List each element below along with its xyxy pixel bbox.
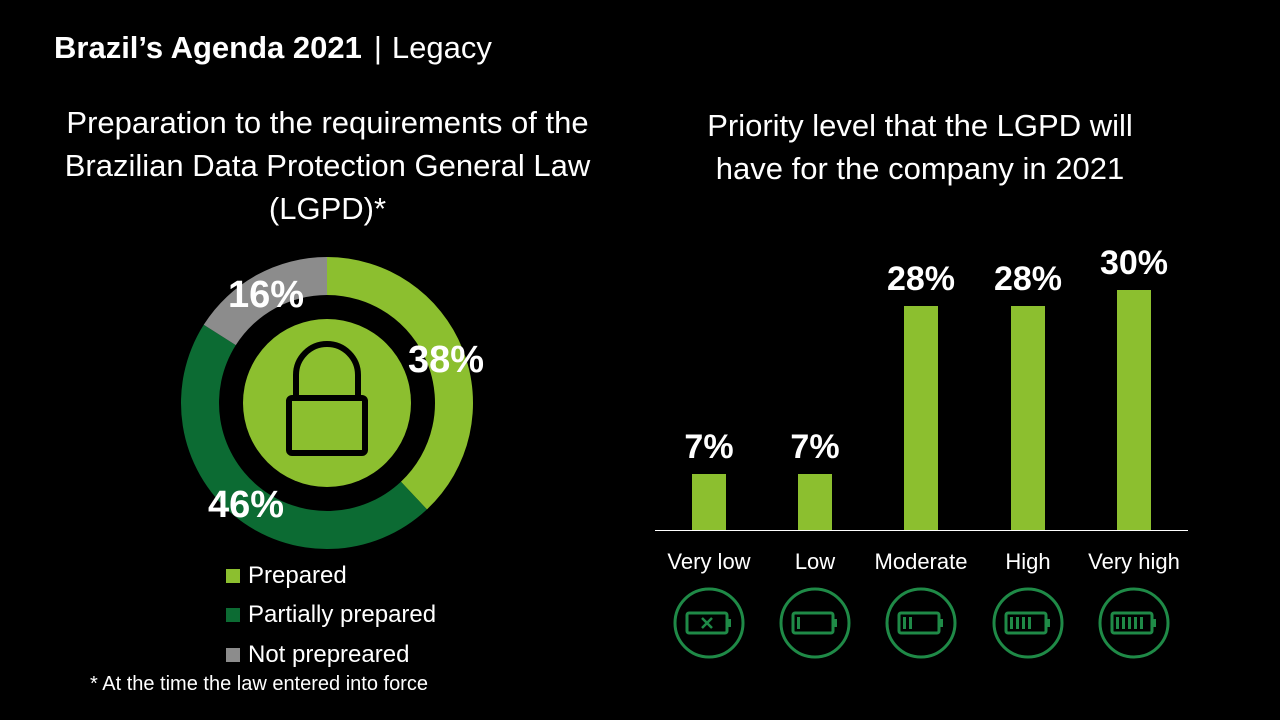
bar-category-label-moderate: Moderate bbox=[875, 549, 968, 574]
header-subtitle: Legacy bbox=[391, 30, 492, 65]
bar-category-label-very-low: Very low bbox=[667, 549, 750, 574]
battery-empty-icon bbox=[673, 587, 745, 659]
legend-swatch-prepared bbox=[226, 568, 240, 583]
donut-slice-partially-prepared bbox=[181, 324, 427, 550]
bar-value-label-very-low: 7% bbox=[684, 428, 733, 466]
header-separator: | bbox=[373, 30, 382, 65]
donut-label-prepared: 38% bbox=[408, 339, 484, 381]
battery-medium-icon bbox=[885, 587, 957, 659]
header-title: Brazil’s Agenda 2021 bbox=[54, 30, 362, 65]
battery-full-icon bbox=[1098, 587, 1170, 659]
donut-chart-title: Preparation to the requirements of the B… bbox=[64, 105, 591, 226]
bar-low bbox=[798, 474, 832, 530]
bar-category-label-low: Low bbox=[795, 549, 835, 574]
bar-high bbox=[1011, 306, 1045, 530]
legend-label-prepared: Prepared bbox=[248, 561, 347, 589]
legend-label-not-prepared: Not prepreared bbox=[248, 640, 410, 668]
donut-slice-prepared bbox=[327, 257, 473, 510]
header: Brazil’s Agenda 2021 | Legacy bbox=[54, 30, 492, 66]
bar-very-high bbox=[1117, 290, 1151, 530]
bar-value-label-high: 28% bbox=[994, 260, 1062, 298]
donut-legend: Prepared Partially prepared Not preprear… bbox=[226, 556, 436, 675]
battery-high-icon bbox=[992, 587, 1064, 659]
legend-label-partially-prepared: Partially prepared bbox=[248, 601, 437, 629]
lock-icon bbox=[286, 341, 368, 456]
legend-item-not-prepared: Not prepreared bbox=[226, 635, 436, 675]
battery-low-icon bbox=[779, 587, 851, 659]
donut-label-partially-prepared: 46% bbox=[208, 484, 284, 526]
bar-very-low bbox=[692, 474, 726, 530]
donut-slice-not-prepared bbox=[203, 257, 327, 346]
bar-value-label-low: 7% bbox=[790, 428, 839, 466]
legend-item-prepared: Prepared bbox=[226, 556, 436, 596]
bar-value-label-moderate: 28% bbox=[887, 260, 955, 298]
legend-swatch-partially-prepared bbox=[226, 608, 240, 623]
bar-category-label-very-high: Very high bbox=[1088, 549, 1180, 574]
bar-value-label-very-high: 30% bbox=[1100, 244, 1168, 282]
bar-moderate bbox=[904, 306, 938, 530]
bar-chart-title: Priority level that the LGPD will have f… bbox=[707, 108, 1133, 186]
footnote: * At the time the law entered into force bbox=[90, 673, 428, 695]
donut-label-not-prepared: 16% bbox=[228, 274, 304, 316]
legend-item-partially-prepared: Partially prepared bbox=[226, 596, 436, 636]
bar-category-label-high: High bbox=[1005, 549, 1050, 574]
legend-swatch-not-prepared bbox=[226, 647, 240, 662]
